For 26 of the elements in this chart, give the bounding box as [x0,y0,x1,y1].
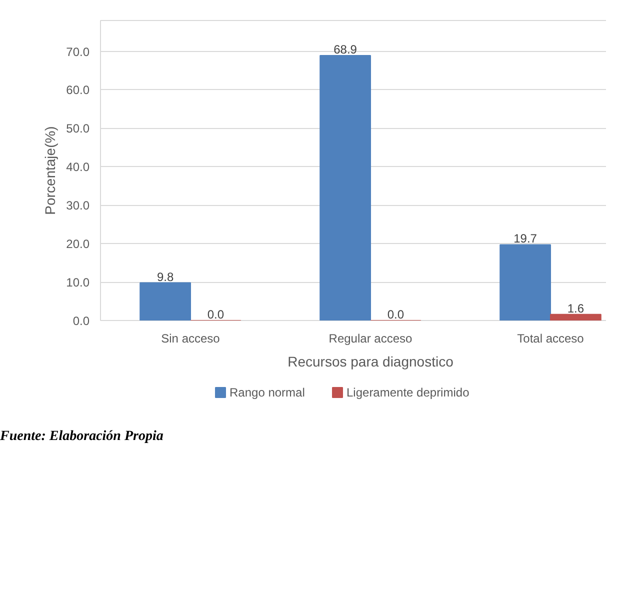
x-tick-label: Regular acceso [328,332,413,346]
y-tick-label: 40.0 [66,160,90,174]
x-tick-label: Sin acceso [161,332,220,346]
y-tick-label: 0.0 [72,314,90,328]
x-tick-label: Total acceso [517,332,584,346]
y-axis-title: Porcentaje(%) [42,126,58,215]
data-label: 0.0 [387,308,404,322]
y-tick-label: 10.0 [66,276,90,290]
legend-label: Ligeramente deprimido [346,386,470,400]
y-tick-label: 30.0 [66,198,90,213]
data-label: 9.8 [156,270,174,284]
y-tick-label: 60.0 [66,83,90,98]
y-tick-label: 50.0 [66,122,90,136]
bar [500,244,551,320]
source-note: Fuente: Elaboración Propia [0,428,164,446]
data-label: 19.7 [514,232,538,246]
data-label: 68.9 [334,42,358,56]
bar [140,282,191,320]
y-tick-label: 20.0 [66,237,90,252]
y-tick-label: 70.0 [66,44,90,59]
bar [320,55,371,320]
x-axis-title: Recursos para diagnostico [288,354,454,370]
bar [550,314,602,320]
data-label: 0.0 [207,308,224,322]
data-label: 1.6 [567,301,584,316]
legend-label: Rango normal [230,386,305,400]
